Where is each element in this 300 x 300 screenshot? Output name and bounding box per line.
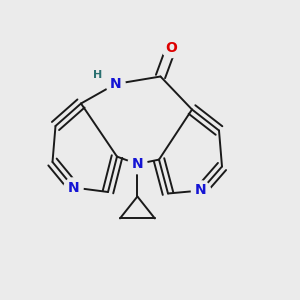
Circle shape [128, 154, 147, 174]
Circle shape [161, 38, 181, 58]
Circle shape [106, 74, 125, 94]
Circle shape [64, 178, 83, 197]
Text: H: H [94, 70, 103, 80]
Text: N: N [110, 77, 121, 91]
Circle shape [191, 181, 211, 200]
Text: O: O [165, 41, 177, 55]
Text: N: N [195, 184, 207, 197]
Text: N: N [132, 157, 143, 171]
Text: N: N [68, 181, 79, 194]
